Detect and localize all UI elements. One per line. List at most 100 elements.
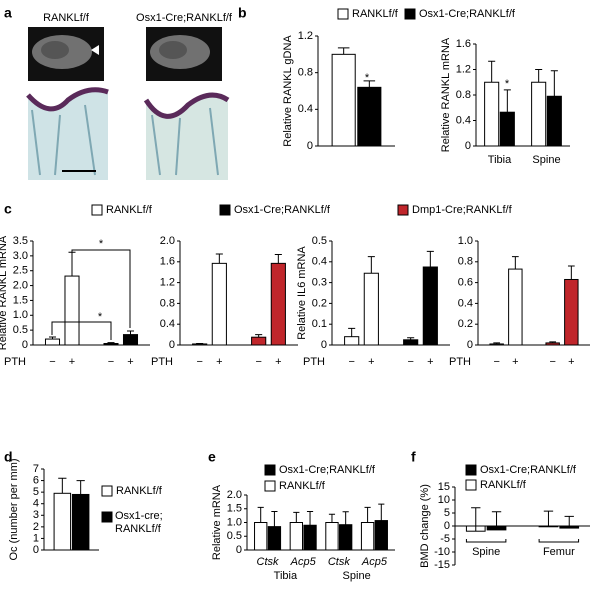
- x-tick-label: +: [368, 356, 374, 368]
- bar: [363, 272, 379, 346]
- panel-letter: f: [411, 449, 416, 465]
- bar: [71, 493, 90, 551]
- significance-star: *: [505, 78, 510, 90]
- legend-swatch: [337, 8, 349, 20]
- error-bar: [293, 511, 300, 523]
- legend-label: Osx1-Cre;RANKLf/f: [419, 8, 516, 20]
- error-bar: [543, 510, 554, 527]
- y-tick-label: 2: [33, 521, 39, 533]
- error-bar: [274, 254, 282, 264]
- bar: [403, 339, 419, 346]
- error-bar: [367, 256, 375, 274]
- x-tick-label: Tibia: [488, 154, 512, 166]
- y-tick-label: 5: [444, 507, 450, 519]
- y-tick-label: 0: [465, 140, 471, 152]
- x-tick-label: Ctsk: [328, 556, 351, 568]
- bar: [331, 53, 356, 147]
- group-label: Spine: [343, 570, 371, 582]
- histology-images: [26, 87, 230, 180]
- bar: [211, 262, 227, 346]
- y-tick-label: -15: [434, 559, 450, 571]
- y-tick-label: 0.5: [13, 324, 28, 336]
- bar: [508, 268, 523, 346]
- y-axis-label: Relative RANKL mRNA: [0, 235, 9, 350]
- x-tick-label: −: [407, 356, 413, 368]
- y-tick-label: 0.4: [458, 297, 473, 309]
- x-tick-label: Acp5: [290, 556, 317, 568]
- error-bar: [488, 60, 496, 83]
- error-bar: [363, 80, 376, 88]
- bar: [251, 336, 267, 346]
- y-tick-label: 2.0: [13, 279, 28, 291]
- x-axis-label: PTH: [151, 356, 173, 368]
- y-tick-label: 0.4: [298, 103, 313, 115]
- legend-label-text: Osx1-cre; RANKLf/f: [115, 510, 163, 535]
- y-tick-label: 5: [33, 486, 39, 498]
- x-tick-label: −: [255, 356, 261, 368]
- y-tick-label: 0.2: [458, 318, 473, 330]
- y-tick-label: 1.2: [456, 63, 471, 75]
- y-tick-label: 1.0: [13, 309, 28, 321]
- arrowhead: [228, 45, 236, 55]
- legend-label: Osx1-cre; RANKLf/f: [115, 510, 163, 535]
- y-tick-label: 0.8: [298, 67, 313, 79]
- y-axis-label: Relative IL6 mRNA: [296, 246, 308, 340]
- y-tick-label: 1.5: [227, 503, 242, 515]
- error-bar: [407, 337, 415, 340]
- error-bar: [503, 89, 511, 113]
- y-tick-label: 0.2: [312, 297, 327, 309]
- error-bar: [426, 250, 434, 267]
- group-label: Tibia: [274, 570, 298, 582]
- error-bar: [567, 265, 575, 280]
- panel-letter: c: [4, 201, 12, 217]
- bar: [303, 524, 317, 551]
- arrowhead: [91, 45, 99, 55]
- y-tick-label: 1.2: [298, 30, 313, 42]
- x-tick-label: Femur: [543, 546, 575, 558]
- histology-image: [28, 89, 108, 180]
- x-tick-label: +: [568, 356, 574, 368]
- error-bar: [491, 511, 502, 530]
- x-tick-label: Ctsk: [257, 556, 280, 568]
- error-bar: [306, 511, 314, 526]
- bar: [103, 343, 119, 346]
- y-tick-label: 0: [321, 339, 327, 351]
- y-tick-label: 0.5: [312, 235, 327, 247]
- significance-star: *: [365, 72, 370, 84]
- x-tick-label: +: [127, 356, 133, 368]
- error-bar: [364, 506, 371, 523]
- category-bracket: [538, 539, 580, 543]
- y-tick-label: 0.8: [160, 297, 175, 309]
- y-tick-label: 7: [33, 463, 39, 475]
- legend-label: RANKLf/f: [116, 485, 163, 497]
- bar: [122, 334, 139, 346]
- bar: [270, 262, 286, 346]
- x-tick-label: −: [49, 356, 55, 368]
- x-tick-label: Spine: [532, 154, 560, 166]
- x-axis-label: PTH: [303, 356, 325, 368]
- x-axis-label: PTH: [4, 356, 26, 368]
- error-bar: [471, 507, 481, 532]
- x-tick-label: +: [216, 356, 222, 368]
- y-tick-label: 0.3: [312, 277, 327, 289]
- panel-letter: b: [238, 5, 247, 21]
- bar: [53, 492, 72, 551]
- y-tick-label: 1.6: [456, 38, 471, 50]
- y-tick-label: -5: [440, 533, 450, 545]
- bar: [360, 522, 375, 551]
- legend-label: RANKLf/f: [352, 8, 399, 20]
- bar: [344, 336, 360, 346]
- significance-star: *: [99, 238, 104, 250]
- x-tick-label: +: [69, 356, 75, 368]
- bar: [489, 343, 504, 346]
- error-bar: [257, 506, 264, 523]
- significance-bracket: [51, 321, 112, 340]
- y-tick-label: 0: [22, 339, 28, 351]
- error-bar: [511, 256, 519, 270]
- y-tick-label: 0: [444, 520, 450, 532]
- bar: [44, 338, 61, 346]
- y-tick-label: 0: [169, 339, 175, 351]
- error-bar: [535, 69, 543, 83]
